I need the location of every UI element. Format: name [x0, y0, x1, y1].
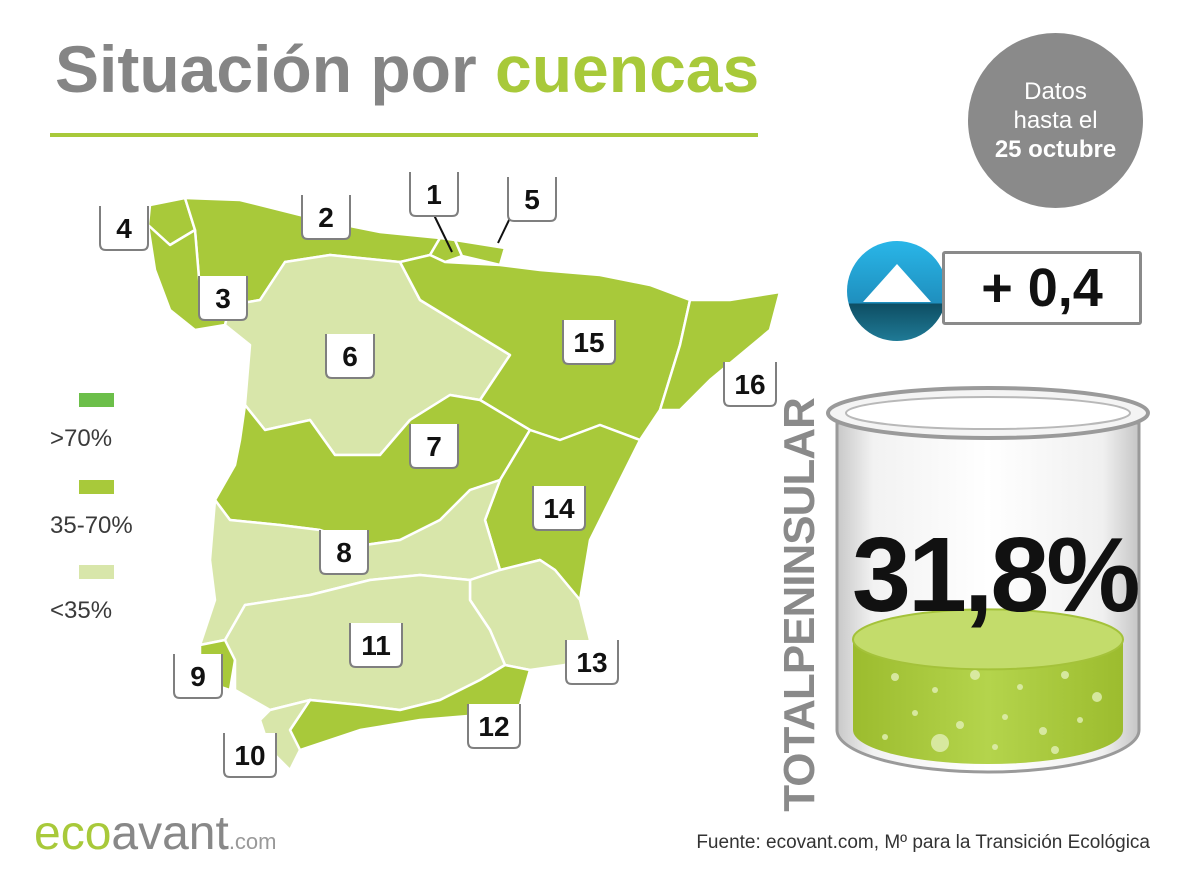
date-line-2: hasta el — [1013, 106, 1098, 134]
page-title: Situación por cuencas — [55, 36, 759, 102]
brand-part-3: .com — [228, 829, 277, 854]
brand-part-2: avant — [111, 807, 229, 860]
liquid-surface — [852, 608, 1124, 671]
source-note: Fuente: ecovant.com, Mº para la Transici… — [696, 832, 1150, 853]
legend-label-low: <35% — [50, 597, 113, 624]
brand-part-1: eco — [34, 807, 112, 860]
region-label-3: 3 — [198, 276, 248, 321]
bubbles — [882, 670, 1102, 754]
region-label-13: 13 — [565, 640, 619, 685]
leader-line-1 — [432, 212, 453, 253]
region-label-11: 11 — [349, 623, 403, 668]
region-label-16: 16 — [723, 362, 777, 407]
legend-swatch-mid — [79, 480, 114, 494]
region-number-16: 16 — [734, 369, 765, 400]
region-label-10: 10 — [223, 733, 277, 778]
region-number-13: 13 — [576, 647, 607, 678]
region-number-15: 15 — [573, 327, 604, 358]
region-number-2: 2 — [318, 202, 334, 233]
region-label-12: 12 — [467, 704, 521, 749]
change-value: + 0,4 — [942, 251, 1142, 325]
region-label-7: 7 — [409, 424, 459, 469]
region-16[interactable] — [658, 290, 782, 412]
region-number-7: 7 — [426, 431, 442, 462]
legend-label-mid: 35-70% — [50, 512, 133, 539]
region-label-1: 1 — [409, 172, 459, 217]
reservoir-jar — [826, 386, 1150, 774]
title-part-1: Situación por — [55, 32, 477, 106]
region-label-9: 9 — [173, 654, 223, 699]
region-number-11: 11 — [361, 630, 391, 661]
region-number-1: 1 — [426, 179, 442, 210]
up-arrow-icon — [847, 241, 947, 341]
region-5[interactable] — [453, 238, 507, 267]
total-percentage: 31,8% — [852, 516, 1141, 634]
region-number-14: 14 — [543, 493, 575, 524]
region-number-8: 8 — [336, 537, 352, 568]
title-underline — [50, 133, 758, 137]
region-label-8: 8 — [319, 530, 369, 575]
legend-swatch-high — [79, 393, 114, 407]
region-label-5: 5 — [507, 177, 557, 222]
region-label-6: 6 — [325, 334, 375, 379]
brand-logo[interactable]: ecoavant.com — [34, 810, 277, 858]
leader-line-5 — [497, 217, 511, 244]
region-number-10: 10 — [234, 740, 265, 771]
region-number-9: 9 — [190, 661, 206, 692]
legend-label-high: >70% — [50, 425, 113, 452]
region-label-2: 2 — [301, 195, 351, 240]
region-number-4: 4 — [116, 213, 132, 244]
liquid-fill — [853, 639, 1123, 764]
legend-swatch-low — [79, 565, 114, 579]
title-part-2: cuencas — [495, 32, 760, 106]
date-badge: Datos hasta el 25 octubre — [968, 33, 1143, 208]
region-number-6: 6 — [342, 341, 358, 372]
region-label-14: 14 — [532, 486, 586, 531]
date-line-1: Datos — [1024, 77, 1087, 105]
region-label-4: 4 — [99, 206, 149, 251]
region-label-15: 15 — [562, 320, 616, 365]
region-number-12: 12 — [478, 711, 509, 742]
region-number-3: 3 — [215, 283, 231, 314]
date-line-3: 25 octubre — [994, 136, 1117, 164]
region-number-5: 5 — [524, 184, 540, 215]
